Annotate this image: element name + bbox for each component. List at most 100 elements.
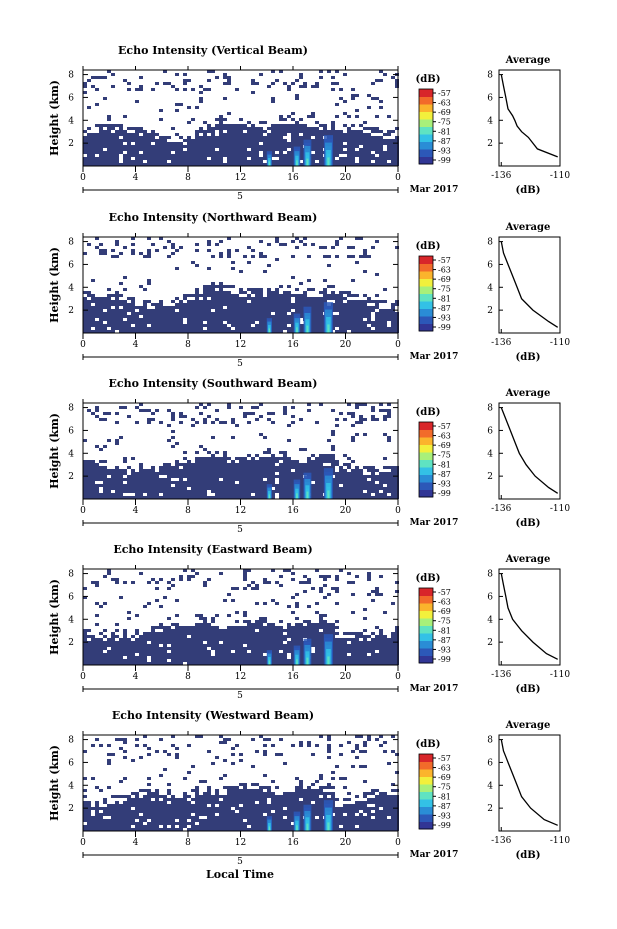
heatmap-cell: [375, 653, 379, 656]
heatmap-cell: [355, 324, 359, 327]
heatmap-cell: [95, 312, 99, 315]
heatmap-cell: [123, 148, 127, 151]
heatmap-cell: [271, 321, 275, 324]
heatmap-cell: [187, 575, 191, 578]
heatmap-cell: [299, 623, 303, 626]
heatmap-cell: [331, 433, 335, 436]
heatmap-cell: [211, 460, 215, 463]
heatmap-cell: [231, 321, 235, 324]
heatmap-cell: [251, 406, 255, 409]
heatmap-cell: [227, 496, 231, 499]
heatmap-cell: [159, 421, 163, 424]
heatmap-cell: [155, 312, 159, 315]
heatmap-cell: [347, 572, 351, 575]
average-profile-line: [500, 573, 558, 660]
heatmap-cell: [351, 151, 355, 154]
heatmap-cell: [327, 297, 331, 300]
heatmap-cell: [223, 653, 227, 656]
heatmap-cell: [91, 315, 95, 318]
heatmap-cell: [203, 457, 207, 460]
heatmap-cell: [139, 653, 143, 656]
plume-mark: [327, 494, 330, 499]
heatmap-cell: [311, 466, 315, 469]
heatmap-cell: [175, 103, 179, 106]
heatmap-cell: [99, 318, 103, 321]
heatmap-cell: [151, 154, 155, 157]
heatmap-cell: [203, 584, 207, 587]
heatmap-cell: [351, 294, 355, 297]
heatmap-cell: [167, 641, 171, 644]
heatmap-cell: [307, 741, 311, 744]
heatmap-cell: [171, 85, 175, 88]
heatmap-cell: [83, 148, 87, 151]
heatmap-cell: [119, 647, 123, 650]
heatmap-cell: [283, 638, 287, 641]
heatmap-cell: [91, 484, 95, 487]
heatmap-cell: [331, 409, 335, 412]
heatmap-cell: [103, 490, 107, 493]
heatmap-cell: [175, 659, 179, 662]
heatmap-cell: [275, 240, 279, 243]
heatmap-cell: [267, 629, 271, 632]
heatmap-cell: [335, 484, 339, 487]
heatmap-cell: [283, 493, 287, 496]
heatmap-cell: [147, 163, 151, 166]
heatmap-cell: [203, 303, 207, 306]
heatmap-cell: [199, 469, 203, 472]
heatmap-cell: [215, 469, 219, 472]
panels: Echo Intensity (Vertical Beam)2468Height…: [48, 44, 570, 867]
heatmap-cell: [255, 300, 259, 303]
heatmap-cell: [255, 306, 259, 309]
heatmap-cell: [231, 312, 235, 315]
heatmap-cell: [235, 163, 239, 166]
heatmap-cell: [375, 626, 379, 629]
heatmap-cell: [307, 460, 311, 463]
heatmap-cell: [291, 496, 295, 499]
heatmap-cell: [119, 653, 123, 656]
heatmap-cell: [363, 142, 367, 145]
heatmap-cell: [347, 650, 351, 653]
heatmap-cell: [319, 650, 323, 653]
heatmap-cell: [359, 321, 363, 324]
heatmap-cell: [291, 647, 295, 650]
heatmap-cell: [303, 635, 307, 638]
heatmap-cell: [199, 614, 203, 617]
heatmap-cell: [171, 145, 175, 148]
heatmap-cell: [299, 653, 303, 656]
heatmap-cell: [203, 493, 207, 496]
heatmap-cell: [279, 463, 283, 466]
heatmap-cell: [203, 133, 207, 136]
heatmap-cell: [215, 330, 219, 333]
heatmap-cell: [251, 792, 255, 795]
heatmap-cell: [131, 306, 135, 309]
heatmap-cell: [95, 475, 99, 478]
heatmap-cell: [107, 151, 111, 154]
heatmap-cell: [347, 484, 351, 487]
colorbar-label: (dB): [416, 241, 441, 252]
heatmap-cell: [343, 469, 347, 472]
heatmap-cell: [315, 656, 319, 659]
heatmap-cell: [179, 656, 183, 659]
heatmap-cell: [107, 469, 111, 472]
heatmap-cell: [123, 246, 127, 249]
heatmap-cell: [163, 653, 167, 656]
heatmap-cell: [259, 629, 263, 632]
heatmap-cell: [227, 157, 231, 160]
heatmap-cell: [83, 481, 87, 484]
heatmap-cell: [195, 421, 199, 424]
heatmap-cell: [223, 312, 227, 315]
heatmap-cell: [135, 160, 139, 163]
heatmap-cell: [343, 312, 347, 315]
heatmap-cell: [151, 148, 155, 151]
heatmap-cell: [371, 406, 375, 409]
x-tick-label: 12: [235, 506, 246, 516]
heatmap-cell: [103, 76, 107, 79]
heatmap-cell: [395, 632, 399, 635]
heatmap-cell: [383, 418, 387, 421]
heatmap-cell: [327, 735, 331, 738]
heatmap-cell: [307, 300, 311, 303]
heatmap-cell: [279, 157, 283, 160]
heatmap-cell: [347, 324, 351, 327]
heatmap-cell: [215, 409, 219, 412]
heatmap-cell: [127, 327, 131, 330]
